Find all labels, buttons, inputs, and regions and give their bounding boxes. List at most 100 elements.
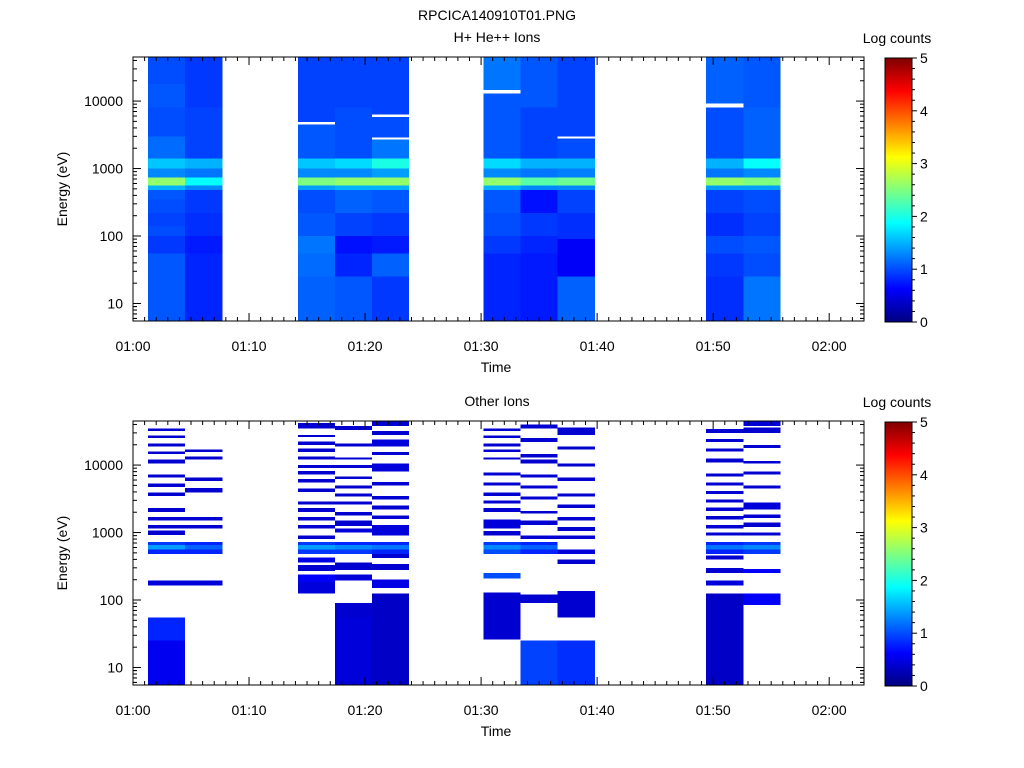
heatmap-cell [334,528,373,533]
heatmap-cell [520,168,558,178]
heatmap-cell [706,185,744,191]
heatmap-cell [557,168,595,178]
heatmap-cell [148,474,186,478]
heatmap-cell [557,177,595,186]
heatmap-cell [743,427,781,433]
heatmap-cell [297,581,335,594]
heatmap-cell [483,541,521,546]
colorbar-tick-label: 4 [920,103,928,119]
heatmap-cell [483,545,521,550]
heatmap-cell [297,448,335,453]
heatmap-cell [334,541,373,546]
heatmap-cell [372,452,410,456]
heatmap-cell [185,212,223,237]
heatmap-cell [334,520,373,526]
panel-h-he-ions: H+ He++ Ions 01:00 01:10 01:20 01:30 01:40 01… [54,29,931,375]
heatmap-cell [520,185,558,191]
heatmap-cell [148,524,186,529]
heatmap-cell [743,158,781,169]
y-tick-label: 10000 [84,93,123,109]
heatmap-cell [372,541,410,546]
heatmap-cell [743,541,781,546]
heatmap-cell [557,446,595,450]
heatmap-cell [706,524,744,529]
heatmap-cell [706,57,744,104]
heatmap-cell [557,493,595,497]
heatmap-cell [185,236,223,254]
heatmap-cell [185,477,223,482]
heatmap-cell [557,516,595,521]
colorbar-tick-label: 1 [920,261,928,277]
heatmap-cell [334,185,373,191]
heatmap-cell [148,253,186,321]
heatmap-cell [148,549,186,555]
heatmap-cell [334,177,373,186]
heatmap-cell [706,276,744,321]
heatmap-cell [743,177,781,186]
x-tick-label: 01:50 [696,338,731,354]
x-axis: 01:00 01:10 01:20 01:30 01:40 01:50 02:00 [115,421,865,718]
heatmap-cell [372,579,410,589]
colorbar-tick-label: 3 [920,156,928,172]
heatmap-cell [297,545,335,550]
heatmap-cell [297,212,335,237]
heatmap-cell [148,236,186,254]
heatmap-cell [372,554,410,558]
heatmap-cell [520,474,558,478]
heatmap-cell [372,505,410,510]
heatmap-cell [743,460,781,464]
heatmap-cell [743,568,781,574]
heatmap-cell [743,107,781,159]
heatmap-cell [483,472,521,476]
heatmap-cell [334,512,373,516]
heatmap-cell [148,57,186,84]
heatmap-cell [297,535,335,540]
heatmap-cell [334,465,373,469]
heatmap-cell [185,524,223,529]
heatmap-cell [334,158,373,169]
heatmap-cell [148,199,186,213]
colorbar: 0 1 2 3 4 5 [884,414,928,694]
heatmap-cell [520,459,558,464]
heatmap-cell [557,212,595,240]
heatmap-cell [297,185,335,191]
heatmap-cell [520,253,558,321]
heatmap-cell [743,190,781,213]
colorbar-tick-label: 0 [920,678,928,694]
heatmap-cell [483,500,521,504]
heatmap-cell [334,107,373,159]
heatmap-cell [148,185,186,191]
heatmap-cell [706,580,744,586]
heatmap-cell [148,483,186,488]
heatmap-cell [372,253,410,277]
heatmap-cell [297,423,335,429]
heatmap-cell [372,545,410,550]
heatmap-cell [148,212,186,227]
heatmap-cell [557,640,595,685]
heatmap-cell [483,592,521,640]
heatmap-cell [557,138,595,159]
heatmap-cell [334,493,373,497]
heatmap-cell [520,107,558,159]
heatmap-cell [557,527,595,532]
heatmap-cell [334,168,373,178]
heatmap-cell [706,491,744,495]
heatmap-cell [297,508,335,513]
heatmap-cell [483,168,521,178]
x-tick-label: 02:00 [812,338,847,354]
heatmap-cell [557,504,595,509]
heatmap-cell [706,473,744,477]
heatmap-cell [743,57,781,108]
heatmap-cell [372,117,410,138]
heatmap-cell [372,564,410,570]
heatmap-cell [483,428,521,431]
heatmap-cell [334,57,373,108]
heatmap-cell [334,276,373,321]
y-tick-label: 10 [107,659,123,675]
heatmap-cell [297,276,335,321]
heatmap-cell [743,532,781,536]
heatmap-cell [706,541,744,546]
heatmap-cell [706,448,744,452]
heatmap-cell [148,190,186,200]
